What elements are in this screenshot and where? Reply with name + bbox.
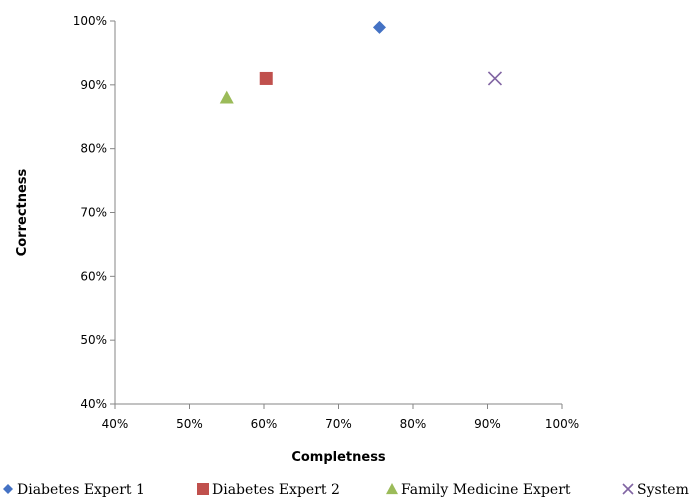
legend-item: Family Medicine Expert: [386, 482, 571, 498]
data-points: [219, 20, 503, 104]
legend: Diabetes Expert 1 Diabetes Expert 2 Family…: [3, 482, 689, 498]
data-point: [259, 71, 273, 85]
y-tick-label: 50%: [80, 333, 107, 347]
y-tick-label: 100%: [73, 14, 107, 28]
legend-label: Diabetes Expert 1: [17, 482, 145, 498]
y-tick-label: 60%: [80, 269, 107, 283]
legend-item: System: [622, 482, 689, 498]
legend-label: System: [637, 482, 689, 498]
x-marker-stroke: [622, 483, 634, 495]
x-marker-stroke: [487, 71, 503, 86]
x-tick-label: 40%: [102, 417, 129, 431]
y-tick-label: 70%: [80, 206, 107, 220]
y-tick-label: 90%: [80, 78, 107, 92]
data-point: [487, 71, 503, 86]
y-tick-labels: 40% 50% 60% 70% 80% 90% 100%: [73, 14, 115, 411]
x-tick-label: 90%: [474, 417, 501, 431]
x-tick-label: 70%: [325, 417, 352, 431]
legend-marker: [197, 483, 209, 495]
legend-marker: [386, 483, 398, 495]
data-point: [219, 90, 234, 104]
legend-item: Diabetes Expert 1: [3, 482, 145, 498]
x-tick-label: 50%: [176, 417, 203, 431]
legend-marker: [3, 484, 13, 494]
x-tick-labels: 40% 50% 60% 70% 80% 90% 100%: [102, 404, 579, 431]
legend-marker: [622, 483, 634, 495]
y-tick-label: 80%: [80, 142, 107, 156]
legend-item: Diabetes Expert 2: [197, 482, 340, 498]
x-tick-label: 80%: [400, 417, 427, 431]
data-point: [372, 20, 386, 34]
legend-label: Diabetes Expert 2: [212, 482, 340, 498]
x-tick-label: 60%: [251, 417, 278, 431]
y-tick-label: 40%: [80, 397, 107, 411]
legend-label: Family Medicine Expert: [401, 482, 571, 498]
x-tick-label: 100%: [545, 417, 579, 431]
y-axis-title: Correctness: [15, 168, 30, 256]
x-axis-title: Completness: [291, 450, 386, 465]
